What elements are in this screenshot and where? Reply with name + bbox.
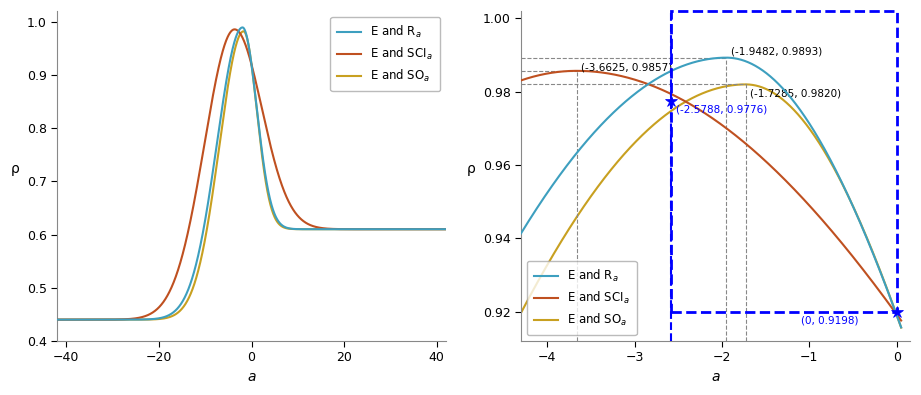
- Text: (-1.7285, 0.9820): (-1.7285, 0.9820): [750, 88, 841, 98]
- Bar: [671, 11, 897, 312]
- Text: (-1.9482, 0.9893): (-1.9482, 0.9893): [731, 47, 822, 56]
- Y-axis label: ρ: ρ: [11, 162, 20, 176]
- Text: (-3.6625, 0.9857): (-3.6625, 0.9857): [581, 63, 672, 73]
- Legend: E and R$_a$, E and SCI$_a$, E and SO$_a$: E and R$_a$, E and SCI$_a$, E and SO$_a$: [527, 261, 636, 335]
- X-axis label: a: a: [711, 370, 719, 384]
- Text: (-2.5788, 0.9776): (-2.5788, 0.9776): [676, 104, 767, 114]
- Text: (0, 0.9198): (0, 0.9198): [800, 316, 858, 326]
- Y-axis label: ρ: ρ: [467, 162, 476, 176]
- Legend: E and R$_a$, E and SCI$_a$, E and SO$_a$: E and R$_a$, E and SCI$_a$, E and SO$_a$: [330, 17, 440, 91]
- X-axis label: a: a: [248, 370, 256, 384]
